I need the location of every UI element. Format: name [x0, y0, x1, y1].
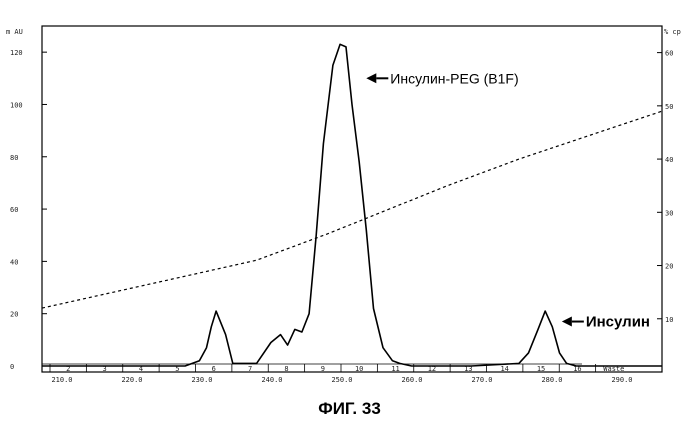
fraction-label: 10: [355, 365, 363, 373]
right-tick-label: 50: [665, 103, 673, 111]
left-tick-label: 40: [10, 258, 18, 266]
left-axis-unit: m AU: [6, 28, 23, 36]
left-tick-label: 60: [10, 206, 18, 214]
bottom-axis-label: 250.0: [331, 376, 352, 384]
fraction-label: 8: [284, 365, 288, 373]
bottom-axis-label: 210.0: [51, 376, 72, 384]
fraction-label: 11: [391, 365, 399, 373]
bottom-axis-label: 220.0: [121, 376, 142, 384]
annotation-arrowhead: [366, 73, 376, 83]
bottom-axis-label: 270.0: [471, 376, 492, 384]
right-tick-label: 30: [665, 209, 673, 217]
annotation-arrowhead: [562, 317, 572, 327]
bottom-axis-label: 290.0: [611, 376, 632, 384]
right-tick-label: 40: [665, 156, 673, 164]
absorbance-series-line: [42, 44, 662, 366]
bottom-axis-label: 280.0: [541, 376, 562, 384]
left-tick-label: 120: [10, 49, 23, 57]
bottom-axis-label: 240.0: [261, 376, 282, 384]
left-tick-label: 20: [10, 311, 18, 319]
right-tick-label: 60: [665, 50, 673, 58]
peak-annotation-label: Инсулин: [586, 314, 650, 331]
fraction-label: 14: [500, 365, 508, 373]
figure-caption: ФИГ. 33: [0, 399, 699, 419]
right-tick-label: 10: [665, 316, 673, 324]
left-tick-label: 80: [10, 154, 18, 162]
fraction-label: 6: [212, 365, 216, 373]
fraction-label: 9: [321, 365, 325, 373]
bottom-axis-label: 260.0: [401, 376, 422, 384]
gradient-series-line: [42, 111, 662, 308]
bottom-axis-label: 230.0: [191, 376, 212, 384]
fraction-label: 7: [248, 365, 252, 373]
peak-annotation-label: Инсулин-PEG (B1F): [390, 70, 518, 86]
fraction-label: 15: [537, 365, 545, 373]
left-tick-label: 0: [10, 363, 14, 371]
right-tick-label: 20: [665, 263, 673, 271]
left-tick-label: 100: [10, 101, 23, 109]
chromatogram-chart: m AU% ср02040608010012010203040506023456…: [0, 0, 699, 395]
right-axis-unit: % ср: [664, 28, 681, 36]
